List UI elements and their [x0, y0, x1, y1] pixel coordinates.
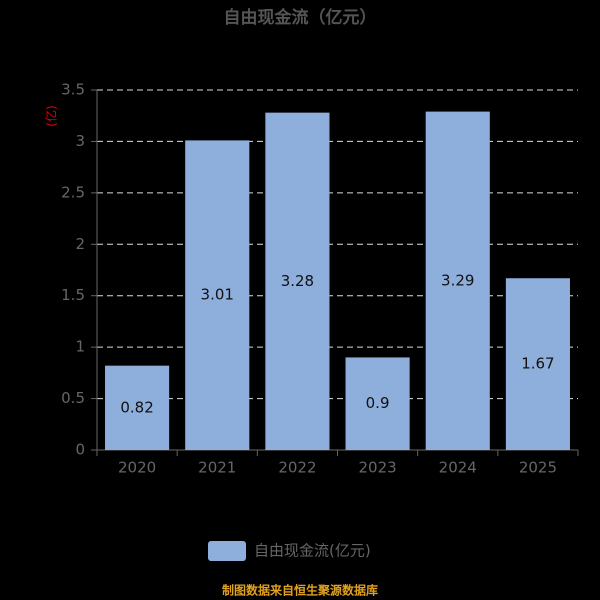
- y-tick-label: 1: [75, 338, 85, 356]
- legend-swatch: [208, 541, 246, 561]
- y-axis-label: (亿): [44, 105, 59, 126]
- y-tick-label: 0: [75, 441, 85, 459]
- bar: [105, 365, 170, 450]
- chart-title: 自由现金流（亿元）: [224, 7, 377, 28]
- x-tick-label: 2023: [358, 459, 396, 477]
- value-label: 1.67: [521, 355, 554, 373]
- source-note: 制图数据来自恒生聚源数据库: [222, 583, 378, 598]
- value-label: 0.82: [120, 398, 153, 416]
- y-tick-label: 1.5: [61, 286, 85, 304]
- x-tick-label: 2024: [439, 459, 477, 477]
- bar: [185, 140, 250, 450]
- y-tick-label: 3: [75, 132, 85, 150]
- bar: [265, 112, 330, 450]
- value-label: 3.28: [281, 272, 314, 290]
- value-label: 3.29: [441, 271, 474, 289]
- bar: [425, 111, 490, 450]
- legend-label: 自由现金流(亿元): [254, 542, 371, 560]
- x-tick-label: 2022: [278, 459, 316, 477]
- y-tick-label: 0.5: [61, 389, 85, 407]
- value-label: 0.9: [366, 394, 390, 412]
- y-tick-label: 3.5: [61, 81, 85, 99]
- x-tick-label: 2021: [198, 459, 236, 477]
- bar: [505, 278, 570, 450]
- y-tick-label: 2.5: [61, 183, 85, 201]
- x-tick-label: 2020: [118, 459, 156, 477]
- x-tick-label: 2025: [519, 459, 557, 477]
- value-label: 3.01: [201, 286, 234, 304]
- y-tick-label: 2: [75, 235, 85, 253]
- bar: [345, 357, 410, 450]
